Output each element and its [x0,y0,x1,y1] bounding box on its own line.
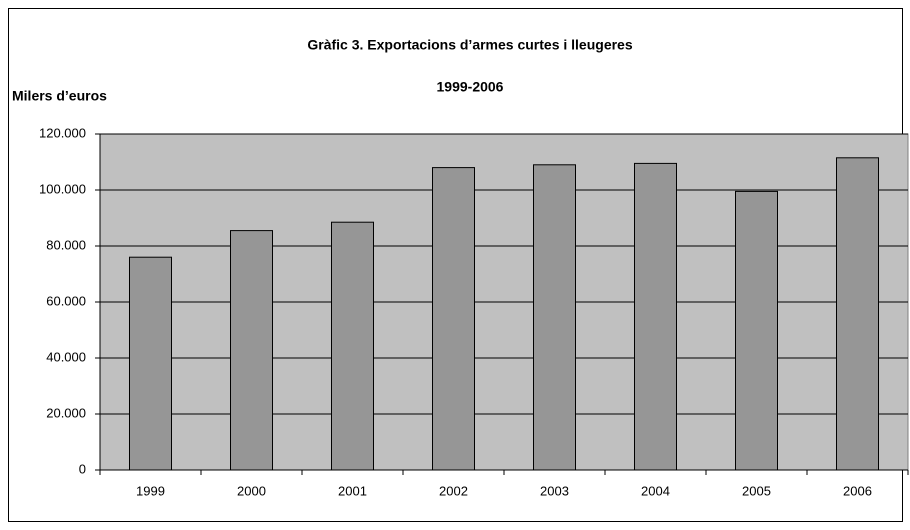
bar [230,230,273,471]
bar [836,157,879,471]
bar [129,256,172,471]
y-tick-label: 20.000 [46,405,86,420]
bar [432,167,475,471]
y-tick-label: 0 [79,461,86,476]
bar [634,162,677,471]
y-tick-label: 40.000 [46,349,86,364]
x-tick-label: 2004 [641,483,670,498]
bar [735,190,778,471]
bar [533,164,576,471]
x-tick-label: 2005 [742,483,771,498]
y-tick-label: 100.000 [39,181,86,196]
bar [331,221,374,471]
x-tick-label: 2002 [439,483,468,498]
chart-title: Gràfic 3. Exportacions d’armes curtes i … [307,37,632,53]
y-tick-label: 80.000 [46,237,86,252]
x-tick-label: 2000 [237,483,266,498]
x-tick-label: 2003 [540,483,569,498]
x-tick-label: 2001 [338,483,367,498]
y-axis-label: Milers d’euros [12,88,107,104]
y-tick-label: 120.000 [39,125,86,140]
chart-subtitle: 1999-2006 [437,79,504,95]
x-tick-label: 1999 [136,483,165,498]
y-tick-label: 60.000 [46,293,86,308]
x-tick-label: 2006 [843,483,872,498]
